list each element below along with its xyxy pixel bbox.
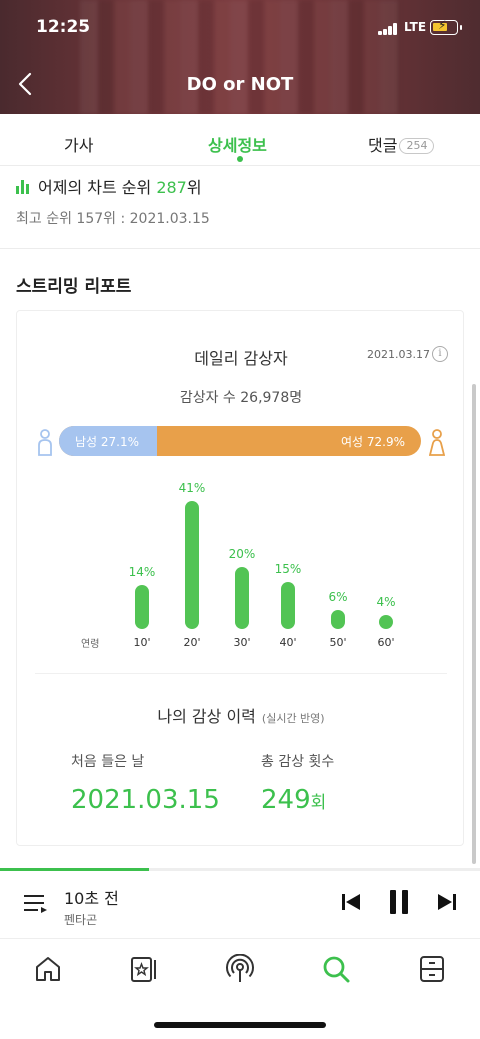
scrollbar[interactable] xyxy=(472,384,476,864)
age-bar-pct-label: 6% xyxy=(328,590,348,605)
age-bar-3 xyxy=(281,582,295,629)
card-divider xyxy=(35,673,447,674)
age-bar-label: 10' xyxy=(133,636,151,649)
first-listen-date: 2021.03.15 xyxy=(71,785,220,815)
divider xyxy=(0,248,480,249)
male-ratio-label: 남성 27.1% xyxy=(75,435,140,449)
section-title: 스트리밍 리포트 xyxy=(16,277,132,297)
info-icon[interactable]: i xyxy=(432,346,448,362)
play-count-label: 총 감상 횟수 xyxy=(261,754,335,770)
chart-rank-prefix: 어제의 차트 순위 xyxy=(38,178,152,197)
age-bar-pct-label: 20% xyxy=(228,546,256,561)
streaming-report-card: 데일리 감상자 2021.03.17 i 감상자 수 26,978명 남성 27… xyxy=(16,310,464,846)
previous-track-icon[interactable] xyxy=(340,891,362,913)
male-person-icon xyxy=(38,429,52,456)
chart-rank-suffix: 위 xyxy=(186,178,202,197)
tab-comments-label: 댓글 xyxy=(368,136,398,155)
male-ratio-fill xyxy=(59,426,158,456)
status-time: 12:25 xyxy=(36,17,91,37)
radio-icon[interactable] xyxy=(225,954,255,984)
daily-listeners-title: 데일리 감상자 xyxy=(194,349,288,368)
signal-icon xyxy=(378,23,400,35)
active-tab-indicator xyxy=(237,156,243,162)
age-bar-pct-label: 4% xyxy=(376,595,396,609)
age-bar-4 xyxy=(331,610,345,629)
storage-icon[interactable] xyxy=(417,954,447,984)
home-indicator xyxy=(154,1022,326,1028)
tab-lyrics[interactable]: 가사 xyxy=(64,136,94,155)
report-date: 2021.03.17 xyxy=(367,348,430,361)
age-bar-pct-label: 14% xyxy=(128,565,156,580)
home-icon[interactable] xyxy=(33,954,63,984)
card-icon[interactable] xyxy=(129,954,159,984)
age-bar-label: 30' xyxy=(233,636,251,649)
chart-rank: 어제의 차트 순위 287위 xyxy=(16,174,202,198)
age-bar-label: 20' xyxy=(183,636,201,649)
status-bar: 12:25 LTE ⚡ xyxy=(0,0,480,56)
play-count-unit: 회 xyxy=(310,793,327,813)
artist-name[interactable]: 펜타곤 xyxy=(64,913,98,927)
bottom-navigation xyxy=(0,940,480,1039)
play-count-value: 249회 xyxy=(261,785,326,815)
age-bar-0 xyxy=(135,585,149,629)
my-history-title-text: 나의 감상 이력 xyxy=(157,707,256,726)
tab-comments[interactable]: 댓글 254 xyxy=(368,132,435,156)
tab-details[interactable]: 상세정보 xyxy=(208,136,267,155)
age-bar-label: 50' xyxy=(329,636,347,649)
play-count-number: 249 xyxy=(261,785,311,815)
listener-count: 감상자 수 26,978명 xyxy=(179,390,303,406)
pause-icon[interactable] xyxy=(388,889,410,915)
playback-progress-track[interactable] xyxy=(0,868,480,871)
female-ratio-label: 여성 72.9% xyxy=(340,435,405,449)
battery-icon: ⚡ xyxy=(430,18,458,35)
next-track-icon[interactable] xyxy=(436,891,458,913)
song-title[interactable]: 10초 전 xyxy=(64,889,119,908)
age-bar-2 xyxy=(235,566,249,629)
playlist-icon[interactable] xyxy=(22,893,48,915)
gender-ratio-bar: 남성 27.1% 여성 72.9% xyxy=(59,426,421,456)
best-rank: 최고 순위 157위 : 2021.03.15 xyxy=(16,211,210,227)
back-arrow-icon[interactable] xyxy=(14,72,38,96)
tab-bar: 가사 상세정보 댓글 254 xyxy=(0,114,480,166)
age-bar-pct-label: 15% xyxy=(274,562,302,577)
age-bar-pct-label: 41% xyxy=(178,481,206,495)
age-bar-5 xyxy=(379,615,393,629)
my-history-subtitle: (실시간 반영) xyxy=(261,712,325,725)
age-bar-label: 60' xyxy=(377,636,395,649)
album-header-background xyxy=(0,0,480,114)
mini-player[interactable]: 10초 전 펜타곤 xyxy=(0,871,480,939)
age-bar-label: 40' xyxy=(279,636,297,649)
my-history-title: 나의 감상 이력 (실시간 반영) xyxy=(17,703,465,727)
network-label: LTE xyxy=(404,20,427,34)
playback-progress-fill xyxy=(0,868,149,871)
first-listen-label: 처음 들은 날 xyxy=(71,754,145,770)
chart-bars-icon xyxy=(16,180,32,194)
search-icon[interactable] xyxy=(321,954,351,984)
comment-count-badge: 254 xyxy=(399,138,435,154)
page-title: DO or NOT xyxy=(186,74,294,95)
chart-rank-value: 287 xyxy=(156,178,187,197)
age-bar-1 xyxy=(185,501,199,629)
female-person-icon xyxy=(429,429,445,456)
album-art-blur xyxy=(80,0,400,114)
age-caption: 연령 xyxy=(81,639,100,650)
